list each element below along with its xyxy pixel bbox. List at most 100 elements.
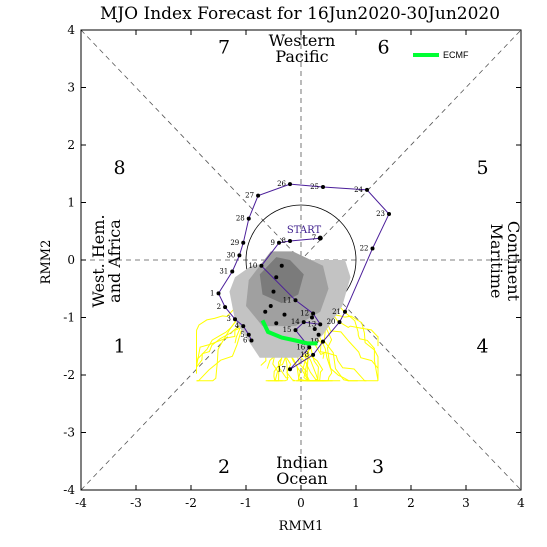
- observed-day-label: 1: [210, 289, 214, 297]
- observed-day-label: 29: [230, 239, 239, 247]
- x-tick-label: -4: [75, 496, 87, 510]
- forecast-day-point: [310, 315, 314, 320]
- observed-day-point: [230, 269, 235, 274]
- observed-day-point: [288, 367, 292, 372]
- observed-day-label: 14: [291, 318, 300, 326]
- region-maritime-continent-line1: Maritime: [487, 224, 506, 299]
- observed-day-point: [311, 311, 316, 316]
- observed-day-point: [293, 328, 298, 333]
- observed-day-label: 7: [312, 234, 316, 242]
- x-tick-label: -2: [185, 496, 197, 510]
- phase-label: 2: [218, 456, 230, 478]
- forecast-day-point: [282, 312, 287, 317]
- observed-day-point: [318, 322, 323, 327]
- observed-day-label: 3: [227, 315, 231, 323]
- observed-day-point: [216, 291, 221, 296]
- observed-day-label: 5: [240, 331, 244, 339]
- observed-day-label: 8: [282, 237, 286, 245]
- observed-day-point: [365, 187, 369, 192]
- observed-day-point: [311, 352, 316, 357]
- observed-day-label: 23: [376, 210, 385, 218]
- forecast-day-point: [274, 321, 279, 326]
- ensemble-spread-shading: [229, 251, 351, 358]
- forecast-day-point: [271, 289, 276, 294]
- region-western-pacific-line2: Pacific: [275, 47, 328, 66]
- y-tick-label: 2: [67, 138, 75, 152]
- observed-day-label: 11: [283, 296, 292, 304]
- observed-day-point: [321, 339, 325, 344]
- forecast-day-point: [274, 275, 279, 280]
- x-tick-label: 4: [517, 496, 525, 510]
- x-tick-label: 2: [407, 496, 415, 510]
- region-maritime-continent-line2: Continent: [504, 221, 523, 302]
- y-tick-label: -1: [63, 311, 75, 325]
- chart-title: MJO Index Forecast for 16Jun2020-30Jun20…: [100, 4, 500, 24]
- region-west-hem-line1: West. Hem.: [89, 214, 108, 307]
- observed-day-point: [387, 212, 391, 216]
- observed-day-point: [293, 298, 298, 303]
- x-axis-label: RMM1: [279, 519, 324, 534]
- x-tick-label: -3: [130, 496, 142, 510]
- observed-day-point: [237, 253, 242, 258]
- observed-day-point: [277, 240, 281, 245]
- observed-day-label: 17: [277, 365, 286, 373]
- observed-day-point: [301, 320, 306, 325]
- observed-day-label: 18: [300, 351, 309, 359]
- observed-day-label: 28: [236, 215, 245, 223]
- ensemble-spread-inner: [259, 257, 304, 304]
- observed-day-label: 20: [327, 318, 336, 326]
- ensemble-mean-line: [260, 319, 318, 346]
- observed-day-label: 9: [271, 239, 275, 247]
- region-indian-ocean-line2: Ocean: [276, 469, 327, 488]
- observed-day-point: [246, 332, 251, 337]
- y-tick-label: 4: [67, 23, 75, 37]
- phase-label: 4: [476, 335, 488, 357]
- observed-day-label: 4: [235, 322, 240, 330]
- ensemble-mean-forecast: [260, 263, 321, 346]
- observed-day-label: 15: [283, 326, 292, 334]
- observed-day-label: 31: [219, 268, 228, 276]
- observed-day-label: 13: [307, 320, 316, 328]
- y-tick-label: 0: [67, 253, 75, 267]
- y-tick-label: 1: [67, 196, 75, 210]
- phase-label: 7: [218, 36, 230, 58]
- phase-label: 5: [476, 157, 488, 179]
- y-tick-label: -4: [63, 483, 75, 497]
- chart-labels: MJO Index Forecast for 16Jun2020-30Jun20…: [39, 4, 523, 534]
- x-tick-label: 0: [297, 496, 305, 510]
- phase-label: 6: [377, 36, 389, 58]
- observed-day-point: [343, 309, 347, 314]
- observed-day-label: 24: [354, 186, 363, 194]
- phase-label: 8: [113, 157, 125, 179]
- observed-day-label: 21: [332, 308, 341, 316]
- observed-day-point: [288, 239, 292, 244]
- forecast-day-point: [268, 304, 273, 308]
- observed-day-point: [246, 216, 251, 221]
- observed-day-point: [370, 246, 375, 251]
- observed-day-label: 2: [217, 303, 221, 311]
- observed-day-label: 16: [296, 343, 305, 351]
- forecast-day-point: [316, 332, 321, 337]
- observed-day-point: [249, 338, 254, 343]
- region-west-hem-line2: and Africa: [105, 219, 124, 303]
- x-tick-label: -1: [240, 496, 252, 510]
- region-indian-ocean-line1: Indian: [276, 453, 328, 472]
- phase-label: 3: [372, 456, 384, 478]
- observed-day-point: [241, 240, 246, 245]
- observed-day-point: [259, 263, 264, 268]
- observed-day-label: 25: [310, 183, 319, 191]
- y-tick-label: -2: [63, 368, 75, 382]
- y-tick-label: 3: [67, 81, 75, 95]
- observed-track: 7891011121314151617181920212223242526272…: [210, 180, 391, 373]
- observed-day-point: [241, 324, 246, 329]
- legend-label-ecmf: ECMF: [443, 50, 469, 60]
- observed-day-point: [233, 317, 237, 322]
- start-point: [317, 235, 323, 241]
- start-label: START: [287, 225, 322, 236]
- observed-day-label: 12: [300, 309, 309, 317]
- observed-day-point: [321, 184, 325, 189]
- observed-day-label: 30: [226, 251, 235, 259]
